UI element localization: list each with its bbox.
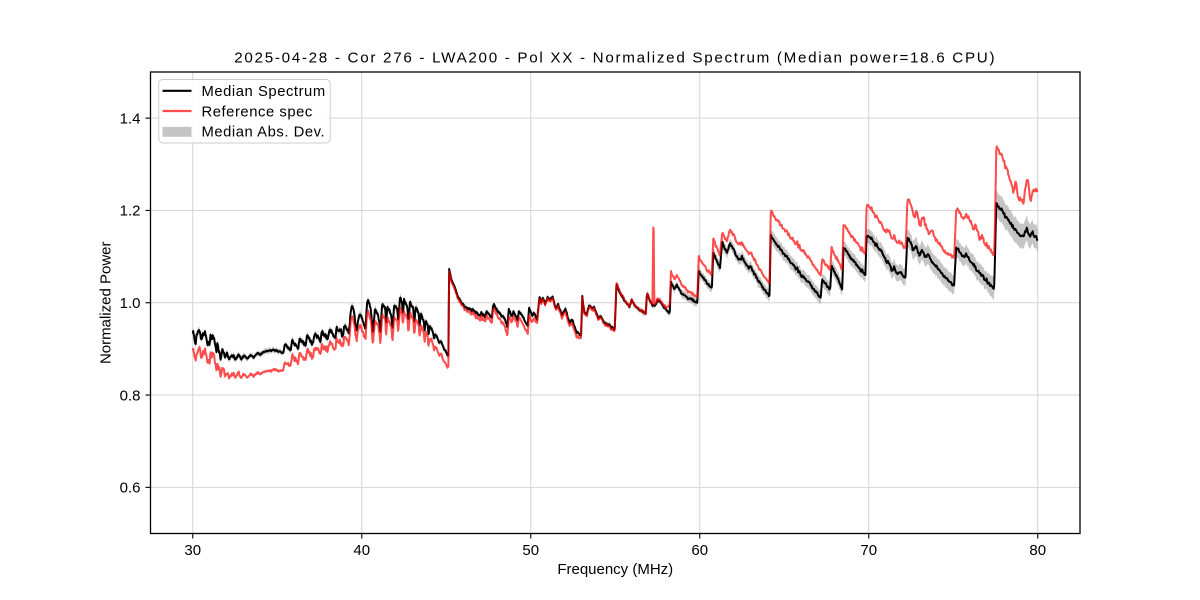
svg-text:1.2: 1.2 [120, 203, 141, 220]
svg-text:50: 50 [522, 542, 539, 559]
svg-text:Normalized Power: Normalized Power [98, 241, 115, 364]
svg-text:0.6: 0.6 [120, 480, 141, 497]
svg-text:70: 70 [860, 542, 877, 559]
svg-text:1.0: 1.0 [120, 295, 141, 312]
svg-text:Median Abs. Dev.: Median Abs. Dev. [202, 125, 326, 141]
svg-text:Reference spec: Reference spec [202, 104, 313, 120]
svg-text:0.8: 0.8 [120, 387, 141, 404]
svg-text:80: 80 [1029, 542, 1046, 559]
svg-text:1.4: 1.4 [120, 110, 141, 127]
svg-text:Frequency (MHz): Frequency (MHz) [557, 561, 673, 578]
svg-text:Median Spectrum: Median Spectrum [202, 84, 326, 100]
svg-text:40: 40 [353, 542, 370, 559]
svg-text:30: 30 [184, 542, 201, 559]
svg-text:2025-04-28 - Cor 276 - LWA200: 2025-04-28 - Cor 276 - LWA200 - Pol XX -… [234, 50, 996, 67]
svg-text:60: 60 [691, 542, 708, 559]
